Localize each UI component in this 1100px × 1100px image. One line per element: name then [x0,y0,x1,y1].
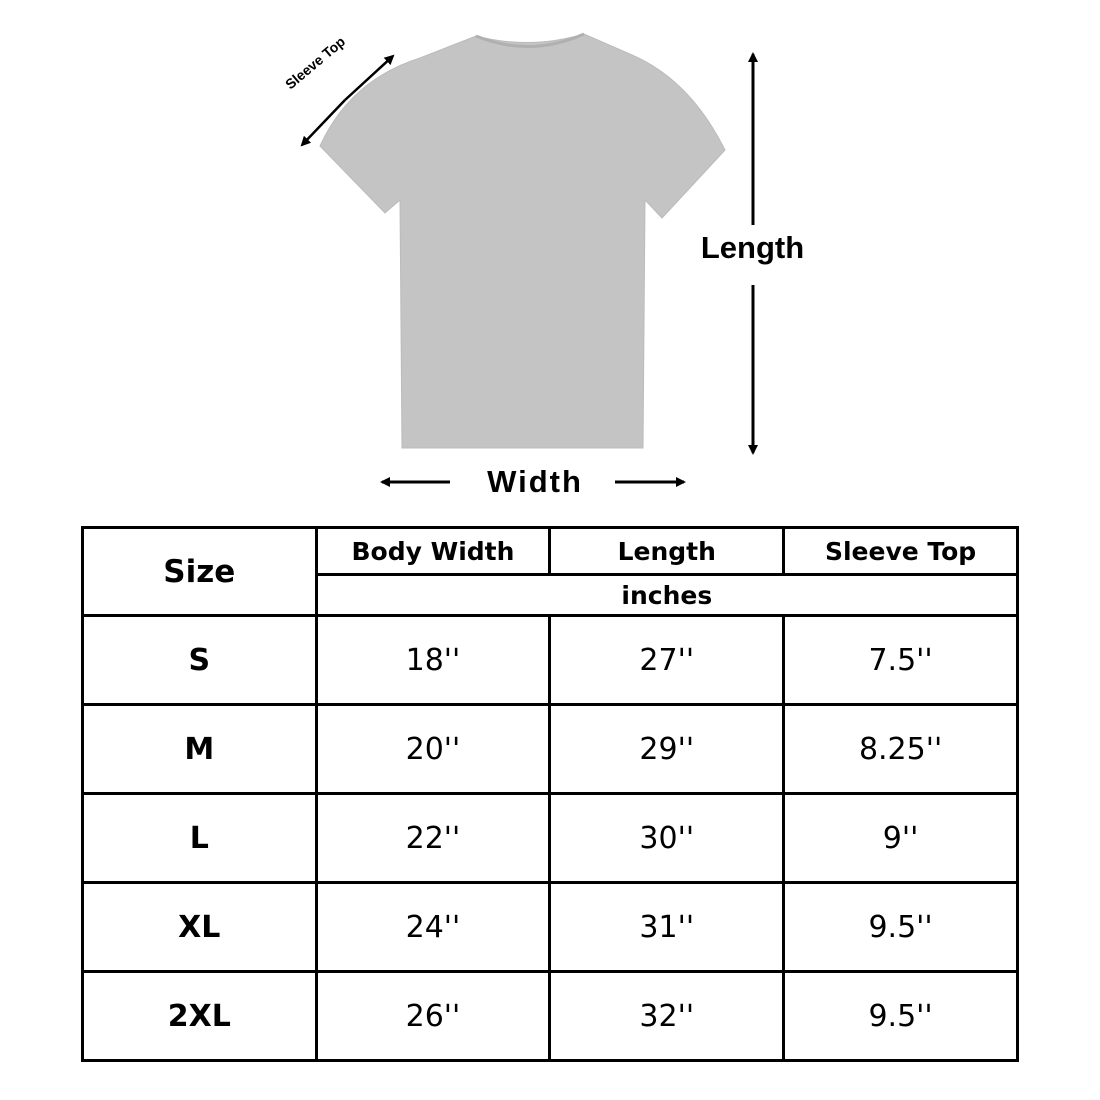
width-label: Width [487,464,583,499]
measurement-cell: 30'' [548,792,786,884]
unit-label: inches [314,573,1020,617]
column-header: Sleeve Top [782,526,1019,576]
measurement-cell: 32'' [548,970,786,1062]
size-cell: M [81,703,318,795]
measurement-cell: 27'' [548,614,786,706]
sleeve-top-arrow [300,99,346,147]
size-cell: S [81,614,318,706]
measurement-cell: 8.25'' [782,703,1019,795]
tshirt-diagram [300,32,758,487]
size-cell: L [81,792,318,884]
measurement-cell: 7.5'' [782,614,1019,706]
size-cell: 2XL [81,970,318,1062]
column-header: Length [548,526,786,576]
measurement-cell: 24'' [314,881,552,973]
table-row: 2XL 26'' 32'' 9.5'' [81,970,1019,1062]
column-header: Body Width [314,526,552,576]
size-cell: XL [81,881,318,973]
measurement-cell: 22'' [314,792,552,884]
header-row: Size Body Width Length Sleeve Top [81,526,1019,617]
measurement-cell: 9.5'' [782,970,1019,1062]
measurement-cell: 20'' [314,703,552,795]
measurement-cell: 31'' [548,881,786,973]
table-row: M 20'' 29'' 8.25'' [81,703,1019,795]
measurement-cell: 26'' [314,970,552,1062]
unit-row: inches [83,573,1020,617]
tshirt-image [319,33,726,449]
table-row: S 18'' 27'' 7.5'' [81,614,1019,706]
measurement-cell: 18'' [314,614,552,706]
measurement-cell: 9.5'' [782,881,1019,973]
measurement-cell: 9'' [782,792,1019,884]
table-row: XL 24'' 31'' 9.5'' [81,881,1019,973]
measurement-cell: 29'' [548,703,786,795]
size-chart-table: Size Body Width Length Sleeve Top inches… [81,526,1020,1062]
table-row: L 22'' 30'' 9'' [81,792,1019,884]
size-header: Size [81,526,318,617]
length-label: Length [680,230,825,266]
